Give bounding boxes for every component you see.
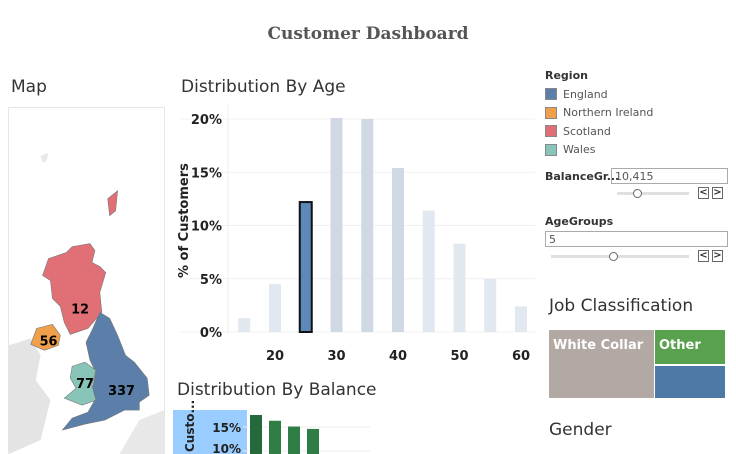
job-white-collar[interactable]: White Collar <box>549 330 654 398</box>
age-slider-handle[interactable] <box>609 252 619 261</box>
balance-distribution-chart[interactable]: Custo... 10% 15% <box>170 400 370 454</box>
balance-filter-input[interactable]: 10,415 <box>611 168 728 184</box>
x-tick-label: 20 <box>266 349 284 364</box>
legend-label: Scotland <box>563 124 611 138</box>
legend-item[interactable]: Wales <box>545 141 653 160</box>
x-tick-label: 50 <box>450 349 468 364</box>
age-filter-label: AgeGroups <box>545 215 614 228</box>
legend-item[interactable]: Northern Ireland <box>545 104 653 123</box>
england-count: 337 <box>108 384 135 399</box>
scotland-count: 12 <box>71 302 89 317</box>
x-tick-label: 60 <box>512 349 530 364</box>
legend-swatch <box>545 88 557 101</box>
balance-slider[interactable] <box>617 192 689 195</box>
faroe-landmass <box>40 152 49 163</box>
job-other[interactable]: Other <box>655 330 725 364</box>
balance-bar[interactable] <box>307 428 319 454</box>
balance-filter-label: BalanceGr... <box>545 170 620 183</box>
age-distribution-chart[interactable]: 0% 5% 10% 15% 20% 20 30 40 50 60 % of Customers <box>170 100 540 370</box>
age-slider[interactable] <box>551 255 689 258</box>
age-bar[interactable] <box>298 201 313 333</box>
map-panel[interactable]: 12 56 77 337 <box>8 107 165 454</box>
legend-label: England <box>563 87 608 101</box>
wales-count: 77 <box>76 377 94 392</box>
age-bar[interactable] <box>269 284 281 332</box>
legend-swatch <box>545 106 557 119</box>
job-blue-block[interactable] <box>655 366 725 398</box>
age-bar[interactable] <box>361 119 374 332</box>
dashboard-title: Customer Dashboard <box>267 24 469 44</box>
y-tick-label: 5% <box>200 273 222 288</box>
europe-landmass <box>119 410 164 454</box>
legend-label: Northern Ireland <box>563 106 654 120</box>
legend-swatch <box>545 143 557 156</box>
x-tick-label: 30 <box>327 349 345 364</box>
y-axis-label: % of Customers <box>177 163 192 278</box>
balance-bar[interactable] <box>250 415 262 454</box>
x-tick-label: 40 <box>389 349 407 364</box>
age-chart-heading: Distribution By Age <box>181 77 346 97</box>
age-bar[interactable] <box>392 167 404 332</box>
y-tick-label: 10% <box>191 220 222 235</box>
uk-map[interactable]: 12 56 77 337 <box>9 108 164 454</box>
age-bar[interactable] <box>484 278 497 332</box>
y-tick-label: 10% <box>212 442 241 454</box>
legend-label: Wales <box>563 143 596 157</box>
age-bar[interactable] <box>422 210 435 332</box>
age-bar[interactable] <box>238 318 251 332</box>
y-tick-label: 15% <box>191 166 222 181</box>
balance-bar[interactable] <box>288 426 300 454</box>
ni-count: 56 <box>40 334 58 349</box>
age-next-button[interactable]: > <box>712 250 723 262</box>
balance-next-button[interactable]: > <box>712 187 723 199</box>
y-tick-label: 15% <box>212 421 241 435</box>
legend-swatch <box>545 125 557 138</box>
age-bar[interactable] <box>515 306 527 332</box>
region-scotland[interactable] <box>42 190 118 335</box>
legend-title: Region <box>545 69 588 82</box>
y-tick-label: 0% <box>200 326 222 341</box>
balance-ylabel: Custo... <box>183 400 197 452</box>
age-bar[interactable] <box>453 243 466 332</box>
region-legend: Region England Northern Ireland Scotland Wa… <box>545 69 653 159</box>
balance-bar[interactable] <box>269 420 281 454</box>
balance-chart-heading: Distribution By Balance <box>177 380 377 400</box>
gender-heading: Gender <box>549 420 612 440</box>
map-heading: Map <box>11 77 47 97</box>
y-tick-label: 20% <box>191 113 222 128</box>
legend-item[interactable]: England <box>545 85 653 104</box>
region-wales[interactable] <box>63 361 97 406</box>
ireland-landmass <box>9 338 51 454</box>
balance-axis-highlight <box>173 410 247 454</box>
region-england[interactable] <box>61 311 150 431</box>
age-bar[interactable] <box>330 117 343 332</box>
balance-slider-handle[interactable] <box>633 189 643 198</box>
region-northern-ireland[interactable] <box>30 324 61 351</box>
age-filter-input[interactable]: 5 <box>545 231 728 247</box>
balance-prev-button[interactable]: < <box>698 187 709 199</box>
legend-item[interactable]: Scotland <box>545 122 653 141</box>
job-heading: Job Classification <box>549 296 694 316</box>
age-prev-button[interactable]: < <box>698 250 709 262</box>
